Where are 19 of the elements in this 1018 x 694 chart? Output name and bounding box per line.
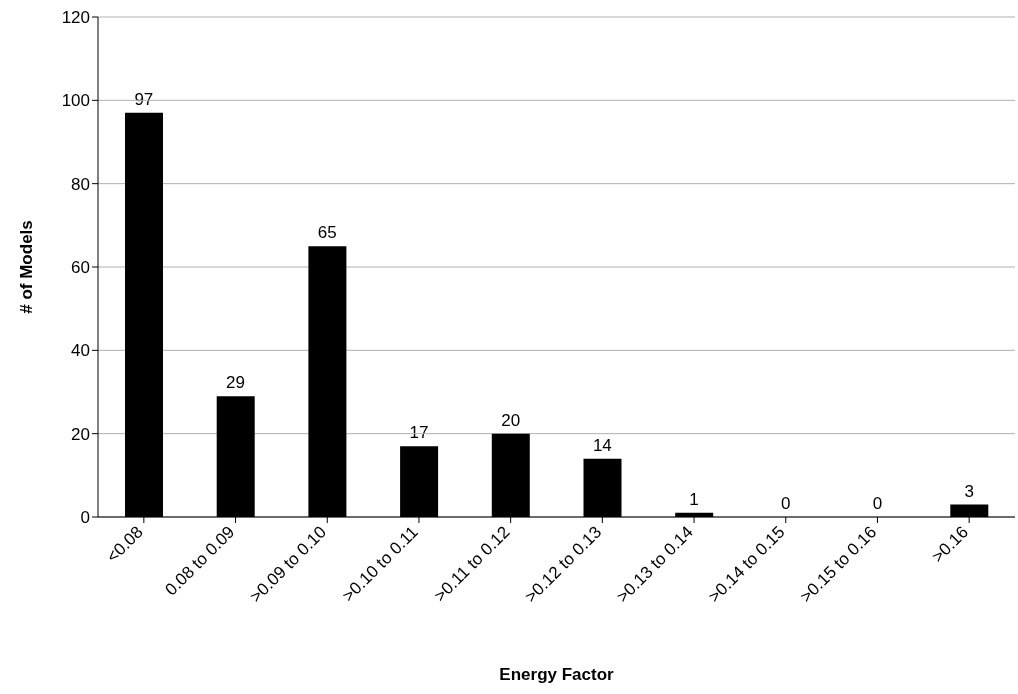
y-tick-label: 40 bbox=[71, 341, 90, 361]
data-label: 20 bbox=[501, 410, 521, 430]
y-tick-label: 80 bbox=[71, 174, 90, 194]
y-tick-label: 60 bbox=[71, 258, 90, 278]
data-label: 29 bbox=[226, 373, 246, 393]
y-tick-label: 100 bbox=[61, 91, 90, 111]
data-label: 97 bbox=[134, 89, 154, 109]
y-axis-title: # of Models bbox=[17, 220, 37, 314]
y-tick-label: 20 bbox=[71, 424, 90, 444]
y-tick-label: 120 bbox=[61, 8, 90, 28]
data-label: 17 bbox=[409, 423, 429, 443]
x-axis-title: Energy Factor bbox=[499, 665, 615, 684]
y-tick-label: 0 bbox=[80, 508, 90, 528]
data-label: 0 bbox=[872, 494, 883, 513]
data-label: 0 bbox=[781, 494, 791, 513]
data-label: 65 bbox=[317, 223, 337, 243]
data-label: 1 bbox=[689, 489, 699, 509]
data-label: 3 bbox=[964, 481, 974, 501]
data-label: 14 bbox=[592, 435, 612, 455]
